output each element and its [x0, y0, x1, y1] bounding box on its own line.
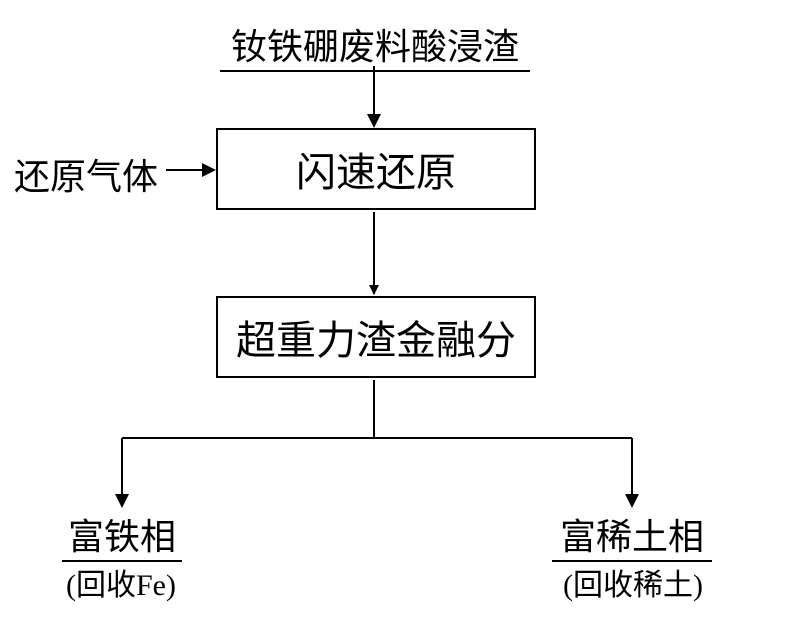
output-left-node: 富铁相 [62, 508, 182, 562]
output-right-node: 富稀土相 [552, 508, 712, 562]
output-right-label: 富稀土相 [560, 517, 704, 557]
input-left-node: 还原气体 [6, 148, 166, 200]
output-left-sublabel: (回收Fe) [66, 569, 176, 602]
input-top-node: 钕铁硼废料酸浸渣 [220, 18, 530, 72]
input-top-label: 钕铁硼废料酸浸渣 [231, 27, 519, 67]
process-1-label: 闪速还原 [296, 140, 456, 198]
output-right-sublabel: (回收稀土) [563, 569, 703, 602]
input-left-label: 还原气体 [14, 157, 158, 197]
process-2-label: 超重力渣金融分 [236, 308, 516, 366]
process-2-node: 超重力渣金融分 [216, 296, 536, 378]
process-1-node: 闪速还原 [216, 128, 536, 210]
output-left-subtext: (回收Fe) [46, 560, 196, 604]
output-right-subtext: (回收稀土) [548, 560, 718, 604]
output-left-label: 富铁相 [68, 517, 176, 557]
